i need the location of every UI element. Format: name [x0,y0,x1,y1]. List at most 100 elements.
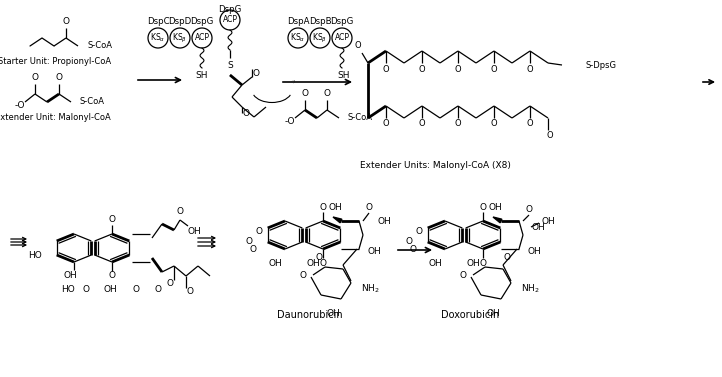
Text: O: O [503,253,510,262]
Circle shape [192,28,212,48]
Text: OH: OH [63,271,77,280]
Text: O: O [167,279,173,288]
Text: OH: OH [486,308,500,317]
Text: OH: OH [328,202,342,211]
Text: O: O [320,259,326,268]
Text: O: O [56,74,63,83]
Text: O: O [32,74,38,83]
Text: S: S [227,60,233,69]
Text: Daunorubicin: Daunorubicin [277,310,343,320]
Text: O: O [133,285,139,294]
Text: O: O [302,89,308,98]
Text: O: O [316,253,323,262]
Text: O: O [323,89,331,98]
Text: OH: OH [306,259,320,268]
Polygon shape [333,217,342,223]
Text: -O: -O [285,118,295,127]
Text: Extender Units: Malonyl-CoA (X8): Extender Units: Malonyl-CoA (X8) [360,161,510,170]
Text: SH: SH [196,72,208,81]
Text: S-CoA: S-CoA [80,98,105,106]
Text: NH$_2$: NH$_2$ [521,283,539,295]
Text: O: O [365,202,373,211]
Text: DspA: DspA [287,17,309,26]
Text: DspG: DspG [191,17,214,26]
Text: O: O [246,236,253,245]
Text: DspD: DspD [168,17,191,26]
Circle shape [220,10,240,30]
Text: O: O [243,109,250,118]
Text: O: O [253,69,259,78]
Text: OH: OH [326,308,340,317]
Polygon shape [493,217,502,223]
Text: O: O [176,207,183,216]
Text: OH: OH [428,259,442,268]
Text: O: O [491,64,497,74]
Text: O: O [547,132,553,141]
Text: O: O [455,120,461,129]
Text: S-CoA: S-CoA [87,41,112,51]
Text: OH: OH [541,216,554,225]
Text: O: O [479,259,487,268]
Text: O: O [415,227,422,236]
Text: OH: OH [377,216,391,225]
Text: OH: OH [268,259,282,268]
Text: O: O [419,120,425,129]
Text: KS$_\beta$: KS$_\beta$ [313,31,328,44]
Text: DspB: DspB [309,17,331,26]
Text: O: O [526,204,533,213]
Text: O: O [108,271,116,280]
Text: OH: OH [488,202,502,211]
Text: HO: HO [61,285,75,294]
Text: KS$_\alpha$: KS$_\alpha$ [290,32,305,44]
Text: OH: OH [527,247,541,256]
Text: O: O [419,64,425,74]
Text: S-DpsG: S-DpsG [586,60,617,69]
Text: Doxorubicin: Doxorubicin [441,310,499,320]
Text: O: O [383,120,389,129]
Text: O: O [491,120,497,129]
Text: O: O [82,285,90,294]
Text: -O: -O [15,101,25,109]
Text: OH: OH [367,247,380,256]
Text: O: O [300,271,307,279]
Text: O: O [406,236,413,245]
Text: O: O [186,288,193,296]
Text: DspG: DspG [218,6,242,14]
Text: O: O [526,64,534,74]
Text: OH: OH [466,259,480,268]
Text: S-CoA: S-CoA [348,113,373,123]
Circle shape [332,28,352,48]
Text: O: O [63,17,69,26]
Text: O: O [250,245,256,253]
Text: O: O [409,245,417,253]
Text: HO: HO [28,251,42,261]
Text: O: O [460,271,467,279]
Text: O: O [383,64,389,74]
Circle shape [288,28,308,48]
Text: O: O [479,202,487,211]
Text: ACP: ACP [194,34,209,43]
Circle shape [148,28,168,48]
Circle shape [170,28,190,48]
Text: KS$_\beta$: KS$_\beta$ [173,31,188,44]
Text: O: O [256,227,263,236]
Text: Starter Unit: Propionyl-CoA: Starter Unit: Propionyl-CoA [0,58,112,66]
Text: NH$_2$: NH$_2$ [361,283,380,295]
Text: ACP: ACP [222,15,238,25]
Circle shape [310,28,330,48]
Text: SH: SH [338,72,350,81]
Text: KS$_\alpha$: KS$_\alpha$ [150,32,165,44]
Text: OH: OH [103,285,117,294]
Text: OH: OH [531,222,545,231]
Text: DspC: DspC [147,17,170,26]
Text: ACP: ACP [334,34,349,43]
Text: O: O [108,216,116,224]
Text: O: O [155,285,162,294]
Text: O: O [455,64,461,74]
Text: O: O [526,120,534,129]
Text: OH: OH [187,227,201,236]
Text: Extender Unit: Malonyl-CoA: Extender Unit: Malonyl-CoA [0,113,111,123]
Text: O: O [320,202,326,211]
Text: DspG: DspG [330,17,354,26]
Text: O: O [355,40,361,49]
